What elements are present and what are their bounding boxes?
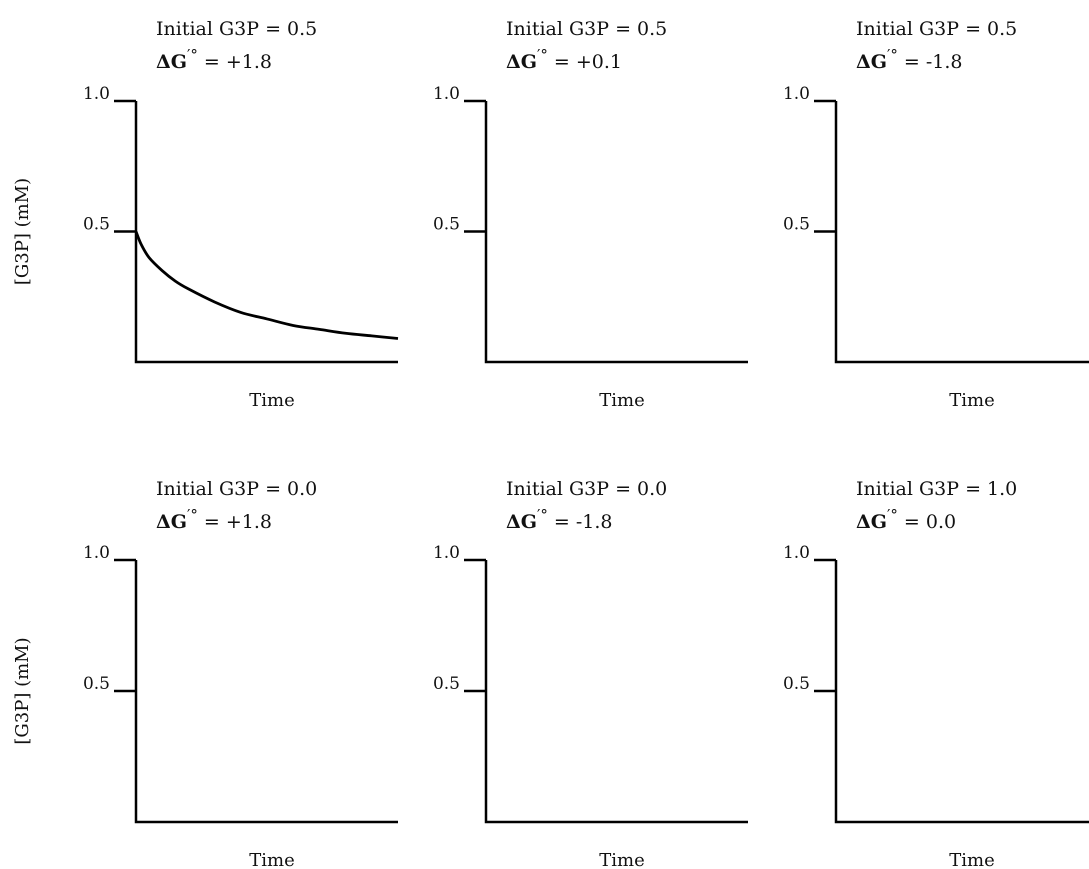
y-axis-label: [G3P] (mM) — [12, 178, 33, 285]
axis-lines — [484, 560, 748, 824]
y-tick-label: 0.5 — [83, 674, 110, 694]
y-tick-label: 1.0 — [83, 543, 110, 563]
y-tick-label: 0.5 — [433, 215, 460, 235]
y-tick-label: 1.0 — [433, 84, 460, 104]
y-tick-label: 0.5 — [83, 215, 110, 235]
y-tick-label: 0.5 — [433, 674, 460, 694]
series-line-1 — [134, 230, 399, 340]
chart-delta-g: ΔG′° = 0.0 — [856, 506, 956, 533]
axis-lines — [834, 101, 1089, 364]
y-tick-label: 1.0 — [433, 543, 460, 563]
x-axis-label: Time — [249, 390, 294, 411]
axis-lines — [134, 101, 398, 364]
y-tick-label: 0.5 — [783, 674, 810, 694]
y-axis-label: [G3P] (mM) — [12, 637, 33, 744]
chart-panel-3: Initial G3P = 0.5 ΔG′° = -1.8 1.0 0.5 Time — [783, 18, 1089, 411]
chart-delta-g: ΔG′° = -1.8 — [856, 46, 963, 73]
x-axis-label: Time — [599, 850, 644, 869]
chart-delta-g: ΔG′° = +1.8 — [156, 506, 272, 533]
y-tick-label: 1.0 — [783, 543, 810, 563]
chart-title: Initial G3P = 0.5 — [156, 18, 317, 40]
chart-delta-g: ΔG′° = +0.1 — [506, 46, 622, 73]
y-tick-label: 1.0 — [83, 84, 110, 104]
x-axis-label: Time — [599, 390, 644, 411]
chart-title: Initial G3P = 0.5 — [856, 18, 1017, 40]
chart-panel-1: Initial G3P = 0.5 ΔG′° = +1.8 1.0 0.5 Time [G… — [12, 18, 399, 411]
axis-lines — [134, 560, 398, 824]
chart-panel-5: Initial G3P = 0.0 ΔG′° = -1.8 1.0 0.5 Time — [433, 478, 748, 869]
y-tick-label: 1.0 — [783, 84, 810, 104]
chart-title: Initial G3P = 0.0 — [156, 478, 317, 500]
chart-panel-6: Initial G3P = 1.0 ΔG′° = 0.0 1.0 0.5 Time — [783, 478, 1089, 869]
chart-title: Initial G3P = 0.5 — [506, 18, 667, 40]
chart-panel-2: Initial G3P = 0.5 ΔG′° = +0.1 1.0 0.5 Time — [433, 18, 748, 411]
chart-panel-4: Initial G3P = 0.0 ΔG′° = +1.8 1.0 0.5 Time [G… — [12, 478, 398, 869]
y-tick-label: 0.5 — [783, 215, 810, 235]
x-axis-label: Time — [249, 850, 294, 869]
axis-lines — [834, 560, 1089, 824]
x-axis-label: Time — [949, 850, 994, 869]
chart-title: Initial G3P = 0.0 — [506, 478, 667, 500]
chart-delta-g: ΔG′° = -1.8 — [506, 506, 613, 533]
chart-title: Initial G3P = 1.0 — [856, 478, 1017, 500]
x-axis-label: Time — [949, 390, 994, 411]
axis-lines — [484, 101, 748, 364]
chart-delta-g: ΔG′° = +1.8 — [156, 46, 272, 73]
